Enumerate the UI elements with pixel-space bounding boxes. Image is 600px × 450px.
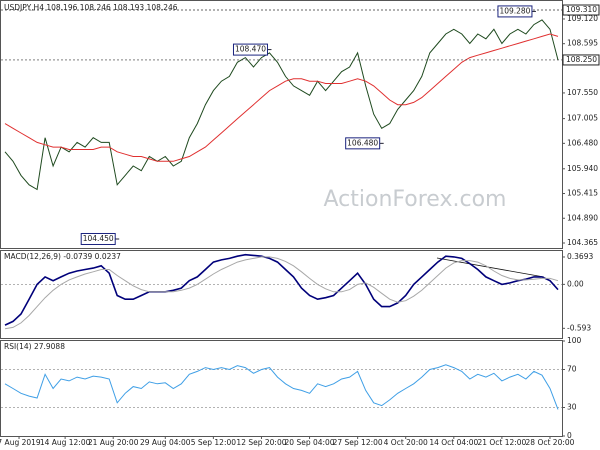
annotation-label: 106.480	[347, 138, 378, 147]
series-line	[4, 19, 559, 191]
pane-title: MACD(12,26,9) -0.0739 0.0237	[4, 252, 121, 261]
annotation-label: 109.280	[499, 6, 530, 15]
x-tick-label: 27 Sep 12:00	[333, 438, 383, 447]
x-tick-label: 12 Sep 20:00	[236, 438, 286, 447]
y-tick-label: 70	[567, 365, 577, 374]
annotation-box	[345, 137, 381, 150]
x-tick-label: 7 Aug 2019	[0, 438, 41, 447]
series-line	[4, 33, 559, 162]
watermark: ActionForex.com	[324, 187, 507, 212]
series-line	[4, 253, 559, 326]
y-tick-label: 0	[567, 431, 572, 440]
y-tick-label: 106.480	[567, 138, 598, 147]
annotation-label: 104.450	[83, 234, 114, 243]
y-tick-label: 104.365	[567, 238, 598, 247]
x-tick-label: 28 Oct 20:00	[526, 438, 575, 447]
rsi-frame	[0, 340, 563, 437]
y-tick-label: 30	[567, 403, 577, 412]
y-tick-label: -0.593	[567, 323, 591, 332]
price-level-box	[562, 54, 600, 66]
trend-line	[436, 257, 545, 278]
macd-frame	[0, 250, 563, 339]
annotation-box	[497, 5, 533, 18]
annotation-box	[232, 43, 268, 56]
y-tick-label: 107.550	[567, 88, 598, 97]
y-tick-label: 0.00	[567, 279, 584, 288]
series-line	[4, 256, 559, 330]
x-tick-label: 21 Oct 12:00	[477, 438, 526, 447]
pane-title: RSI(14) 27.9088	[4, 342, 65, 351]
x-tick-label: 21 Aug 20:00	[88, 438, 139, 447]
annotation-box	[80, 232, 116, 245]
y-tick-label: 0.3693	[567, 252, 593, 261]
y-tick-label: 108.595	[567, 39, 598, 48]
y-tick-label: 105.415	[567, 189, 598, 198]
x-tick-label: 20 Sep 04:00	[285, 438, 335, 447]
price-level-label: 109.310	[566, 5, 597, 14]
x-tick-label: 29 Aug 04:00	[140, 438, 191, 447]
y-tick-label: 107.005	[567, 114, 598, 123]
x-tick-label: 5 Sep 12:00	[191, 438, 237, 447]
y-tick-label: 100	[567, 336, 582, 345]
y-tick-label: 104.890	[567, 213, 598, 222]
x-tick-label: 14 Aug 12:00	[40, 438, 91, 447]
series-line	[4, 364, 559, 410]
pane-title: USDJPY,H4 108.196 108.246 108.193 108.24…	[4, 3, 178, 12]
x-tick-label: 14 Oct 04:00	[429, 438, 478, 447]
price-level-label: 108.250	[566, 55, 597, 64]
price-level-box	[562, 4, 600, 16]
annotation-label: 108.470	[235, 45, 266, 54]
y-tick-label: 109.120	[567, 14, 598, 23]
x-tick-label: 4 Oct 20:00	[384, 438, 428, 447]
y-tick-label: 105.940	[567, 164, 598, 173]
main-frame	[0, 0, 563, 249]
